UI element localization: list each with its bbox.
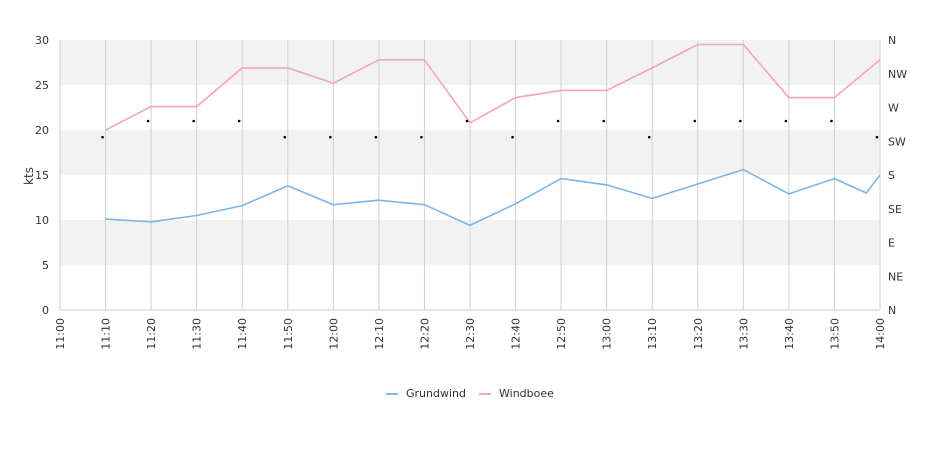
direction-tick-label: NW: [888, 68, 907, 81]
direction-point: [556, 119, 560, 123]
x-tick-label: 11:00: [54, 318, 67, 350]
series-line-grundwind: [105, 168, 881, 227]
direction-tick-label: NE: [888, 270, 903, 283]
y-tick-label: 10: [35, 214, 49, 227]
legend: Grundwind Windboee: [386, 387, 554, 400]
x-tick-label: 13:50: [828, 318, 841, 350]
x-tick-label: 11:50: [282, 318, 295, 350]
y-tick-label: 20: [35, 124, 49, 137]
x-tick-label: 14:00: [874, 318, 887, 350]
y-axis-title: kts: [22, 167, 36, 185]
x-tick-label: 13:30: [737, 318, 750, 350]
direction-point: [283, 135, 287, 139]
x-tick-label: 12:30: [464, 318, 477, 350]
legend-label-grundwind: Grundwind: [406, 387, 466, 400]
direction-point: [237, 119, 241, 123]
y-axis-right-direction: N NE E SE S SW W NW N: [888, 34, 907, 317]
x-axis: 11:00 11:10 11:20 11:30 11:40 11:50 12:00 12:10…: [54, 318, 887, 350]
direction-tick-label: SW: [888, 135, 906, 148]
direction-point: [101, 135, 104, 139]
legend-item-grundwind[interactable]: Grundwind: [386, 387, 466, 400]
legend-label-windboee: Windboee: [499, 387, 554, 400]
direction-point: [784, 119, 788, 123]
x-tick-label: 12:20: [418, 318, 431, 350]
x-tick-label: 13:40: [783, 318, 796, 350]
x-tick-label: 11:20: [145, 318, 158, 350]
direction-points: [101, 119, 879, 139]
y-tick-label: 15: [35, 169, 49, 182]
direction-tick-label: SE: [888, 203, 902, 216]
y-tick-label: 25: [35, 79, 49, 92]
x-tick-label: 12:50: [555, 318, 568, 350]
series-line-windboee: [105, 43, 881, 131]
y-tick-label: 0: [42, 304, 49, 317]
x-tick-label: 12:00: [327, 318, 340, 350]
x-tick-label: 12:40: [510, 318, 523, 350]
x-tick-label: 13:20: [692, 318, 705, 350]
direction-point: [875, 135, 879, 139]
direction-point: [465, 119, 469, 123]
direction-point: [602, 119, 605, 123]
direction-point: [146, 119, 150, 123]
direction-point: [374, 135, 378, 139]
direction-point: [693, 119, 697, 123]
direction-tick-label: S: [888, 169, 895, 182]
vertical-gridlines: [105, 40, 881, 310]
x-tick-label: 11:10: [100, 318, 113, 350]
direction-tick-label: N: [888, 304, 896, 317]
direction-point: [739, 119, 742, 123]
x-tick-label: 13:10: [646, 318, 659, 350]
direction-tick-label: E: [888, 237, 895, 250]
legend-item-windboee[interactable]: Windboee: [479, 387, 554, 400]
y-tick-label: 5: [42, 259, 49, 272]
y-axis-left: 0 5 10 15 20 25 30: [35, 34, 49, 317]
direction-tick-label: W: [888, 102, 899, 115]
direction-tick-label: N: [888, 34, 896, 47]
direction-point: [329, 135, 332, 139]
x-tick-label: 13:00: [601, 318, 614, 350]
direction-point: [647, 135, 651, 139]
direction-point: [192, 119, 195, 123]
x-tick-label: 12:10: [373, 318, 386, 350]
y-tick-label: 30: [35, 34, 49, 47]
x-tick-label: 11:40: [236, 318, 249, 350]
series-lines: [105, 43, 881, 227]
direction-point: [420, 135, 423, 139]
direction-point: [511, 135, 514, 139]
x-tick-label: 11:30: [191, 318, 204, 350]
direction-point: [830, 119, 833, 123]
